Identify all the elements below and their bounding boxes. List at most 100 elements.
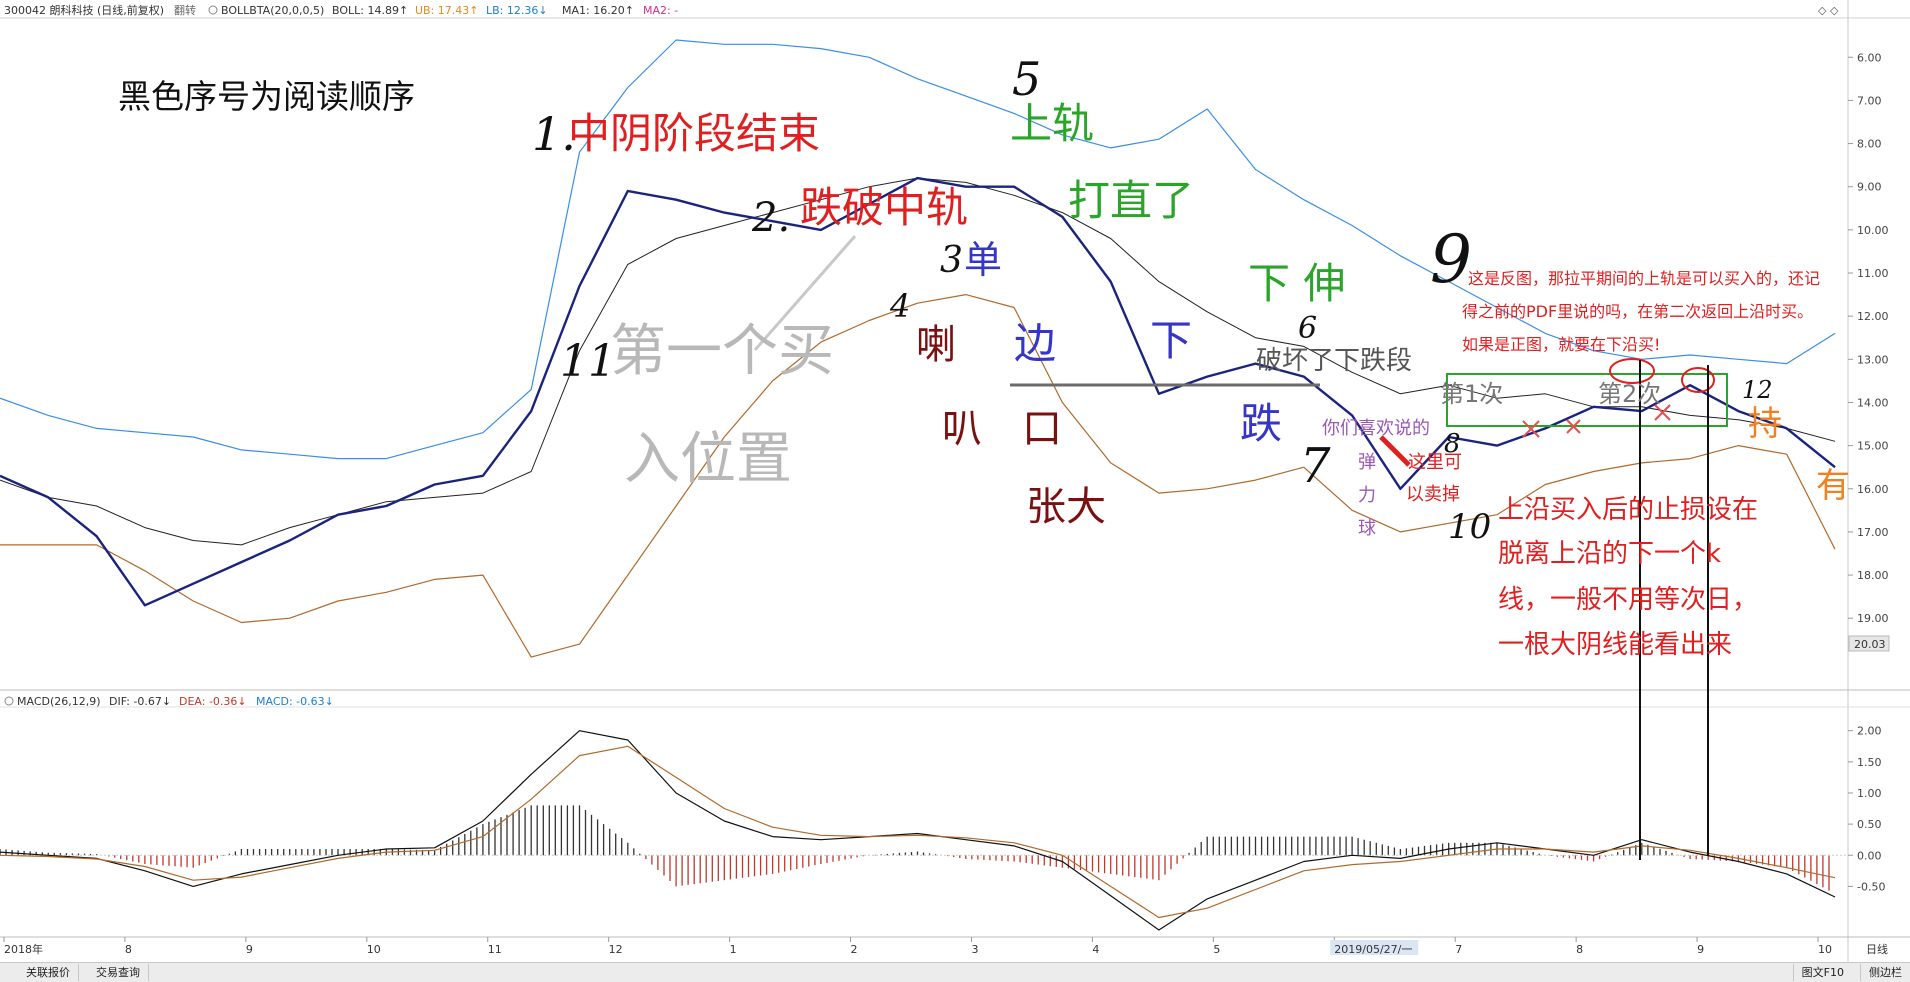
- price-tick-label: 11.00: [1857, 267, 1889, 280]
- series-line-dif: [0, 730, 1836, 931]
- last-price-tag: 20.03: [1854, 638, 1886, 651]
- annot-note-line1: 这是反图，那拉平期间的上轨是可以买入的，还记: [1468, 269, 1820, 288]
- annot-di2ci: 第2次: [1598, 380, 1661, 408]
- series-line-ma1: [0, 176, 1836, 607]
- macd-tick-label: 2.00: [1857, 725, 1882, 738]
- bottom-toolbar: 关联报价 交易查询 图文F10 侧边栏: [0, 962, 1910, 982]
- x-mark: [1566, 419, 1581, 434]
- macd-indicator-name[interactable]: MACD(26,12,9): [17, 695, 101, 708]
- annot-xia: 下: [1150, 316, 1192, 365]
- annot-zhangda: 张大: [1026, 484, 1106, 530]
- macd-tick-label: 1.50: [1857, 756, 1882, 769]
- price-tick-label: 19.00: [1857, 612, 1889, 625]
- ma1-value: MA1: 16.20↑: [562, 4, 634, 17]
- annot-kou: 口: [1022, 406, 1062, 452]
- time-tick-label: 12: [609, 943, 623, 956]
- annot-number-9: 9: [1430, 221, 1472, 298]
- time-tick-label: 1: [730, 943, 737, 956]
- annot-nimen: 你们喜欢说的: [1322, 418, 1430, 439]
- annot-shanggui: 上轨: [1010, 99, 1094, 148]
- period-label: 日线: [1866, 942, 1888, 956]
- annot-number-7: 7: [1300, 438, 1331, 494]
- annot-stop-line4: 一根大阴线能看出来: [1498, 630, 1732, 660]
- annot-xiashen: 下 伸: [1248, 259, 1345, 308]
- time-tick-label: 11: [488, 943, 502, 956]
- annot-qiu: 球: [1358, 518, 1376, 539]
- annot-ruwei: 入位置: [624, 427, 792, 492]
- annot-stop-line1: 上沿买入后的止损设在: [1498, 495, 1758, 525]
- dea-value: DEA: -0.36↓: [179, 695, 247, 708]
- annot-number-11: 11: [560, 336, 616, 387]
- macd-dot-icon: [4, 696, 14, 706]
- cursor-date-box: [1330, 940, 1419, 955]
- time-tick-label: 2: [851, 943, 858, 956]
- price-tick-label: 12.00: [1857, 310, 1889, 323]
- macd-header: MACD(26,12,9) DIF: -0.67↓ DEA: -0.36↓ MA…: [4, 695, 334, 708]
- annot-bian: 边: [1014, 319, 1056, 368]
- annot-you: 有: [1816, 466, 1850, 506]
- flip-label[interactable]: 翻转: [174, 3, 196, 17]
- annot-number-6: 6: [1298, 311, 1317, 346]
- price-axis: 6.00 7.00 8.00 9.00 10.00 11.00 12.00 13.00 14.0…: [1848, 51, 1889, 625]
- time-tick-label: 3: [971, 943, 978, 956]
- related-quotes-button[interactable]: 关联报价: [18, 964, 79, 981]
- annot-dan: 单: [964, 238, 1002, 282]
- annot-note-line2: 得之前的PDF里说的吗，在第二次返回上沿时买。: [1462, 302, 1813, 321]
- price-tick-label: 17.00: [1857, 526, 1889, 539]
- annot-yimai: 以卖掉: [1406, 484, 1460, 505]
- annot-stop-line2: 脱离上沿的下一个k: [1498, 539, 1721, 569]
- macd-tick-label: 1.00: [1857, 787, 1882, 800]
- consolidation-box: [1446, 373, 1728, 427]
- annot-di1ci: 第1次: [1440, 380, 1503, 408]
- annot-pohuai: 破坏了下跌段: [1256, 346, 1412, 376]
- annot-dan2: 弹: [1358, 452, 1376, 473]
- annot-diepo: 跌破中轨: [800, 183, 968, 232]
- series-line-lb: [0, 294, 1836, 658]
- x-mark: [1522, 420, 1540, 438]
- time-tick-label: 10: [367, 943, 381, 956]
- dif-value: DIF: -0.67↓: [109, 695, 171, 708]
- trade-query-button[interactable]: 交易查询: [88, 964, 149, 981]
- window-control-icons[interactable]: ◇ ◇: [1818, 4, 1839, 17]
- f10-button[interactable]: 图文F10: [1792, 964, 1852, 981]
- price-tick-label: 13.00: [1857, 353, 1889, 366]
- last-price-tag-box: [1848, 635, 1890, 652]
- annot-diyige: 第一个买: [610, 319, 834, 384]
- price-tick-label: 15.00: [1857, 440, 1889, 453]
- annot-zhongyin: 中阴阶段结束: [568, 109, 820, 158]
- time-tick-label: 10: [1818, 943, 1832, 956]
- time-tick-label: 9: [1697, 943, 1704, 956]
- macd-value: MACD: -0.63↓: [256, 695, 334, 708]
- time-tick-label: 8: [125, 943, 132, 956]
- annot-number-1: 1.: [532, 107, 576, 161]
- annot-read-order: 黑色序号为阅读顺序: [118, 77, 415, 116]
- price-tick-label: 9.00: [1857, 181, 1882, 194]
- pointer-line: [753, 235, 857, 351]
- x-mark: [1654, 404, 1671, 421]
- annot-li: 力: [1358, 485, 1376, 506]
- price-tick-label: 7.00: [1857, 94, 1882, 107]
- annot-ba: 叭: [942, 406, 982, 452]
- boll-indicator-name[interactable]: BOLLBTA(20,0,0,5): [221, 4, 324, 17]
- macd-axis: 2.00 1.50 1.00 0.50 0.00 -0.50: [1848, 725, 1885, 893]
- price-tick-label: 8.00: [1857, 138, 1882, 151]
- price-tick-label: 6.00: [1857, 51, 1882, 64]
- annot-number-3: 3: [940, 240, 963, 281]
- price-tick-label: 10.00: [1857, 224, 1889, 237]
- sell-slash: [1379, 435, 1411, 467]
- second-touch-circle: [1681, 367, 1715, 393]
- time-tick-label: 8: [1576, 943, 1583, 956]
- annot-zheli: 这里可: [1408, 452, 1462, 473]
- annot-number-2: 2.: [751, 195, 790, 241]
- annot-number-12: 12: [1742, 376, 1773, 404]
- annot-die: 跌: [1240, 399, 1282, 448]
- annotations: 黑色序号为阅读顺序 1. 中阴阶段结束 2. 跌破中轨 3 单 边 下 4 喇 …: [118, 52, 1850, 660]
- macd-tick-label: 0.00: [1857, 849, 1882, 862]
- annot-stop-line3: 线，一般不用等次日，: [1498, 585, 1758, 615]
- annot-number-8: 8: [1444, 429, 1461, 459]
- time-tick-label: 5: [1213, 943, 1220, 956]
- sidebar-toggle-button[interactable]: 侧边栏: [1860, 964, 1910, 981]
- cursor-date-label: 2019/05/27/一: [1334, 943, 1412, 956]
